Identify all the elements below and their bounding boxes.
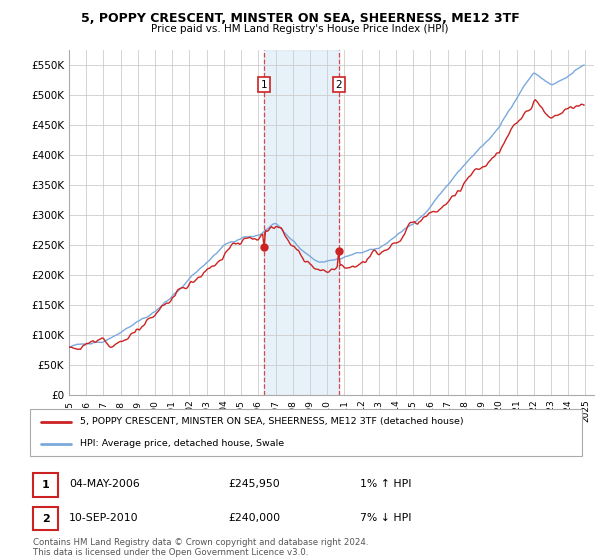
Text: 7% ↓ HPI: 7% ↓ HPI — [360, 513, 412, 523]
Text: 2: 2 — [42, 514, 49, 524]
Text: £240,000: £240,000 — [228, 513, 280, 523]
Text: 5, POPPY CRESCENT, MINSTER ON SEA, SHEERNESS, ME12 3TF (detached house): 5, POPPY CRESCENT, MINSTER ON SEA, SHEER… — [80, 417, 463, 426]
Text: 1: 1 — [42, 480, 49, 490]
Text: 1: 1 — [261, 80, 268, 90]
Text: 5, POPPY CRESCENT, MINSTER ON SEA, SHEERNESS, ME12 3TF: 5, POPPY CRESCENT, MINSTER ON SEA, SHEER… — [80, 12, 520, 25]
Text: £245,950: £245,950 — [228, 479, 280, 489]
Text: 1% ↑ HPI: 1% ↑ HPI — [360, 479, 412, 489]
FancyBboxPatch shape — [30, 409, 582, 456]
Text: Contains HM Land Registry data © Crown copyright and database right 2024.
This d: Contains HM Land Registry data © Crown c… — [33, 538, 368, 557]
Text: Price paid vs. HM Land Registry's House Price Index (HPI): Price paid vs. HM Land Registry's House … — [151, 24, 449, 34]
Bar — [264, 50, 339, 395]
Text: HPI: Average price, detached house, Swale: HPI: Average price, detached house, Swal… — [80, 439, 284, 448]
Text: 10-SEP-2010: 10-SEP-2010 — [69, 513, 139, 523]
Text: 2: 2 — [335, 80, 342, 90]
Text: 04-MAY-2006: 04-MAY-2006 — [69, 479, 140, 489]
